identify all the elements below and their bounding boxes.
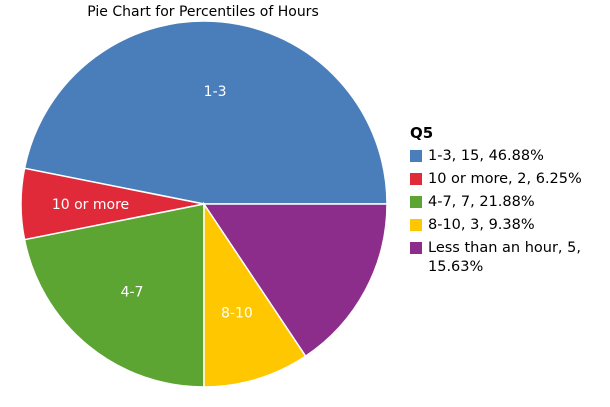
legend-item-10-or-more: 10 or more, 2, 6.25%: [410, 170, 605, 189]
legend-label: 8-10, 3, 9.38%: [428, 217, 535, 233]
legend-item-8-10: 8-10, 3, 9.38%: [410, 216, 605, 235]
legend-swatch: [410, 173, 422, 185]
pie-slice-less-than-an-hour: [202, 203, 388, 358]
pie-slices: [20, 20, 388, 388]
legend-label: 1-3, 15, 46.88%: [428, 148, 544, 164]
chart-title: Pie Chart for Percentiles of Hours: [87, 4, 319, 20]
pie-slice-label: 8-10: [221, 306, 253, 322]
legend-title: Q5: [410, 124, 434, 142]
chart-legend: Q5 1-3, 15, 46.88% 10 or more, 2, 6.25% …: [410, 124, 605, 281]
legend-label: 4-7, 7, 21.88%: [428, 194, 535, 210]
pie-slice-label: 4-7: [121, 285, 144, 301]
pie-slice-labels: 1-3 10 or more 4-7 8-10: [52, 84, 253, 322]
pie-slice-label: 1-3: [204, 84, 227, 100]
pie-slice-label: 10 or more: [52, 197, 129, 213]
legend-item-1-3: 1-3, 15, 46.88%: [410, 147, 605, 166]
legend-swatch: [410, 242, 422, 254]
legend-item-less-than-an-hour: Less than an hour, 5, 15.63%: [410, 239, 605, 277]
legend-swatch: [410, 150, 422, 162]
legend-label: 10 or more, 2, 6.25%: [428, 171, 582, 187]
pie-slice-8-10: [203, 201, 307, 388]
legend-label: Less than an hour, 5, 15.63%: [428, 240, 581, 275]
pie-slice-1-3: [23, 20, 388, 205]
legend-swatch: [410, 196, 422, 208]
legend-item-4-7: 4-7, 7, 21.88%: [410, 193, 605, 212]
legend-swatch: [410, 219, 422, 231]
pie-slice-4-7: [23, 203, 205, 388]
